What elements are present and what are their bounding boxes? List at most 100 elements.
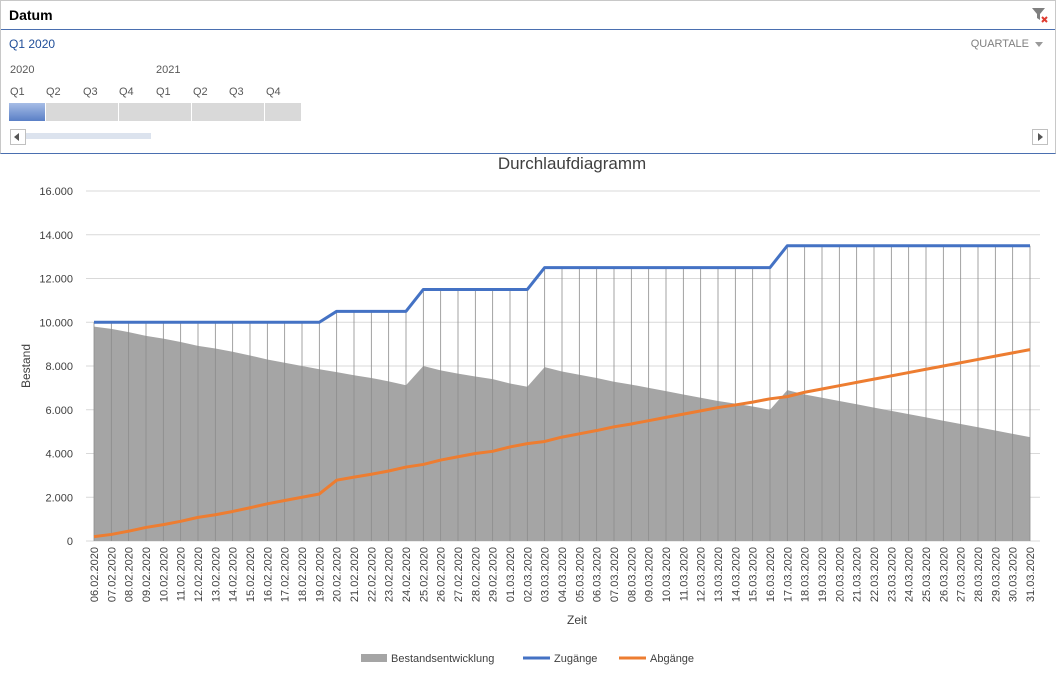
x-tick-label: 26.02.2020 — [436, 547, 448, 602]
x-tick-label: 14.03.2020 — [730, 547, 742, 602]
chevron-down-icon — [1035, 41, 1043, 47]
x-tick-label: 07.03.2020 — [609, 547, 621, 602]
x-tick-label: 16.03.2020 — [765, 547, 777, 602]
scroll-left-button[interactable] — [10, 129, 26, 145]
x-tick-label: 29.03.2020 — [990, 547, 1002, 602]
x-tick-label: 20.02.2020 — [332, 547, 344, 602]
x-tick-label: 25.02.2020 — [418, 547, 430, 602]
x-tick-label: 01.03.2020 — [505, 547, 517, 602]
quarter-cell[interactable] — [265, 103, 301, 121]
x-tick-label: 19.02.2020 — [314, 547, 326, 602]
x-tick-label: 21.03.2020 — [852, 547, 864, 602]
y-tick-label: 6.000 — [45, 405, 73, 417]
x-tick-label: 18.02.2020 — [297, 547, 309, 602]
x-tick-label: 19.03.2020 — [817, 547, 829, 602]
legend-label: Abgänge — [650, 653, 694, 665]
x-tick-label: 17.02.2020 — [280, 547, 292, 602]
x-tick-label: 17.03.2020 — [782, 547, 794, 602]
quarter-label: Q1 — [10, 86, 25, 98]
quarter-label: Q4 — [266, 86, 281, 98]
x-tick-label: 08.03.2020 — [626, 547, 638, 602]
x-tick-label: 29.02.2020 — [488, 547, 500, 602]
x-tick-label: 26.03.2020 — [938, 547, 950, 602]
clear-filter-icon[interactable] — [1031, 6, 1049, 24]
x-tick-label: 12.03.2020 — [696, 547, 708, 602]
quarter-cell[interactable] — [228, 103, 264, 121]
quarter-cell[interactable] — [82, 103, 118, 121]
time-level-value: QUARTALE — [970, 38, 1029, 50]
x-tick-label: 30.03.2020 — [1008, 547, 1020, 602]
year-label: 2020 — [10, 64, 35, 76]
x-tick-label: 13.02.2020 — [210, 547, 222, 602]
y-tick-label: 10.000 — [39, 317, 73, 329]
x-tick-label: 08.02.2020 — [124, 547, 136, 602]
quarter-label: Q3 — [83, 86, 98, 98]
x-tick-label: 02.03.2020 — [522, 547, 534, 602]
quarter-cell[interactable] — [155, 103, 191, 121]
x-tick-label: 24.03.2020 — [904, 547, 916, 602]
line-abgaenge — [93, 348, 1031, 539]
x-tick-label: 20.03.2020 — [834, 547, 846, 602]
slicer-title: Datum — [9, 7, 53, 23]
quarter-cell[interactable] — [46, 103, 82, 121]
x-tick-label: 16.02.2020 — [262, 547, 274, 602]
year-label: 2021 — [156, 64, 181, 76]
selected-period-label: Q1 2020 — [9, 37, 56, 51]
slicer-header-divider — [1, 29, 1055, 30]
quarter-cell[interactable] — [119, 103, 155, 121]
y-tick-label: 12.000 — [39, 274, 73, 286]
quarter-label: Q4 — [119, 86, 134, 98]
scroll-right-button[interactable] — [1032, 129, 1048, 145]
y-tick-label: 0 — [67, 536, 73, 548]
y-tick-label: 2.000 — [45, 492, 73, 504]
x-tick-label: 06.02.2020 — [89, 547, 101, 602]
x-tick-label: 11.02.2020 — [176, 547, 188, 601]
x-tick-label: 28.03.2020 — [973, 547, 985, 602]
x-tick-label: 04.03.2020 — [557, 547, 569, 602]
x-tick-label: 15.02.2020 — [245, 547, 257, 602]
x-tick-label: 21.02.2020 — [349, 547, 361, 602]
y-axis-title: Bestand — [19, 344, 33, 388]
y-tick-label: 16.000 — [39, 186, 73, 198]
quarter-label: Q1 — [156, 86, 171, 98]
chart-svg: Durchlaufdiagramm 0 2.000 4.000 6.000 8.000 10… — [19, 154, 1040, 665]
x-tick-label: 25.03.2020 — [921, 547, 933, 602]
x-tick-label: 24.02.2020 — [401, 547, 413, 602]
x-tick-label: 18.03.2020 — [800, 547, 812, 602]
quarter-label: Q2 — [193, 86, 208, 98]
time-level-dropdown[interactable]: QUARTALE — [971, 38, 1043, 50]
quarter-cell[interactable] — [192, 103, 228, 121]
x-tick-label: 11.03.2020 — [678, 547, 690, 601]
quarter-label: Q2 — [46, 86, 61, 98]
legend-swatch-bestandsentwicklung — [361, 654, 387, 662]
x-tick-label: 15.03.2020 — [748, 547, 760, 602]
x-tick-label: 12.02.2020 — [193, 547, 205, 602]
legend-label: Zugänge — [554, 653, 597, 665]
x-tick-label: 23.02.2020 — [384, 547, 396, 602]
x-tick-label: 27.03.2020 — [956, 547, 968, 602]
x-tick-label: 10.03.2020 — [661, 547, 673, 602]
quarter-label: Q3 — [229, 86, 244, 98]
chart-title: Durchlaufdiagramm — [498, 154, 646, 173]
x-tick-label: 14.02.2020 — [228, 547, 240, 602]
timeline-slicer: Datum Q1 2020 QUARTALE 2020 2021 Q1 Q2 Q… — [0, 0, 1056, 154]
x-tick-label: 10.02.2020 — [158, 547, 170, 602]
scrollbar-thumb[interactable] — [26, 133, 151, 139]
x-tick-label: 22.02.2020 — [366, 547, 378, 602]
x-tick-label: 23.03.2020 — [886, 547, 898, 602]
x-tick-label: 06.03.2020 — [592, 547, 604, 602]
x-tick-label: 07.02.2020 — [106, 547, 118, 602]
legend-label: Bestandsentwicklung — [391, 653, 494, 665]
y-tick-label: 14.000 — [39, 230, 73, 242]
y-tick-label: 4.000 — [45, 449, 73, 461]
y-tick-label: 8.000 — [45, 361, 73, 373]
x-tick-label: 22.03.2020 — [869, 547, 881, 602]
x-axis-title: Zeit — [567, 613, 588, 627]
x-tick-label: 27.02.2020 — [453, 547, 465, 602]
line-zugaenge — [94, 244, 1030, 324]
x-tick-label: 28.02.2020 — [470, 547, 482, 602]
x-tick-label: 05.03.2020 — [574, 547, 586, 602]
quarter-cell-selected[interactable] — [9, 103, 45, 121]
x-tick-label: 09.03.2020 — [644, 547, 656, 602]
x-tick-label: 09.02.2020 — [141, 547, 153, 602]
